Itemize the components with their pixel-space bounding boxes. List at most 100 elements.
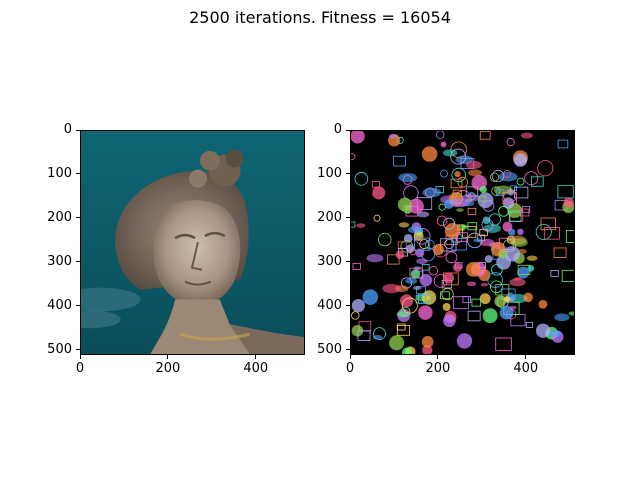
emoji-face — [351, 324, 364, 337]
xtick-label: 0 — [75, 361, 85, 376]
xtick-label: 0 — [345, 361, 355, 376]
emoji-box — [413, 237, 431, 251]
emoji-box — [452, 189, 462, 198]
emoji-face — [443, 217, 455, 230]
emoji-face — [535, 223, 552, 240]
emoji-box — [397, 323, 406, 331]
emoji-eye — [396, 311, 409, 318]
emoji-face — [502, 221, 513, 232]
emoji-face — [484, 255, 493, 263]
emoji-box — [540, 217, 557, 231]
emoji-face — [409, 248, 417, 256]
emoji-box — [357, 330, 371, 341]
emoji-eye — [498, 172, 518, 182]
emoji-face — [351, 311, 360, 320]
emoji-face — [445, 251, 458, 264]
emoji-face — [498, 249, 508, 259]
emoji-box — [553, 247, 567, 258]
emoji-face — [410, 269, 421, 279]
emoji-face — [504, 296, 511, 303]
ytick-label: 400 — [317, 297, 342, 313]
emoji-box — [557, 185, 574, 199]
emoji-face — [436, 215, 448, 227]
emoji-face — [403, 185, 419, 201]
emoji-box — [479, 131, 491, 140]
xtick-label: 200 — [425, 361, 451, 376]
emoji-eye — [526, 255, 538, 261]
emoji-face — [487, 272, 503, 288]
emoji-eye — [388, 133, 399, 139]
emoji-face — [503, 170, 512, 178]
emoji-face — [435, 131, 445, 139]
emoji-face — [395, 250, 405, 259]
xtick-label: 200 — [155, 361, 181, 376]
emoji-face — [517, 266, 530, 279]
emoji-face — [479, 186, 487, 194]
emoji-face — [409, 198, 424, 214]
emoji-box — [451, 238, 467, 251]
ytick-label: 100 — [317, 165, 342, 181]
emoji-eye — [554, 313, 570, 322]
emoji-box — [479, 229, 488, 237]
emoji-face — [362, 289, 379, 305]
emoji-face — [389, 335, 405, 351]
figure-title: 2500 iterations. Fitness = 16054 — [189, 8, 451, 27]
emoji-face — [351, 153, 356, 161]
emoji-eye — [479, 238, 495, 247]
ytick-mark — [346, 261, 350, 263]
emoji-face — [351, 298, 365, 313]
emoji-face — [432, 244, 444, 256]
emoji-face — [491, 263, 503, 276]
emoji-box — [456, 232, 468, 242]
emoji-face — [400, 294, 414, 308]
emoji-face — [563, 197, 574, 208]
emoji-eye — [398, 172, 418, 183]
emoji-box — [455, 262, 463, 269]
emoji-eye — [568, 311, 574, 316]
emoji-face — [418, 305, 433, 320]
emoji-face — [401, 347, 412, 354]
emoji-face — [450, 148, 467, 165]
ytick-label: 0 — [63, 122, 72, 137]
emoji-face — [421, 290, 437, 305]
emoji-face — [481, 218, 494, 232]
emoji-eye — [493, 185, 513, 195]
emoji-eye — [547, 330, 562, 338]
emoji-face — [444, 223, 461, 239]
emoji-collage — [351, 131, 574, 354]
emoji-face — [482, 216, 491, 225]
ytick-label: 200 — [317, 209, 342, 225]
emoji-box — [467, 222, 478, 231]
xtick-label: 400 — [513, 361, 539, 376]
emoji-eye — [356, 223, 366, 228]
emoji-eye — [413, 285, 422, 291]
emoji-box — [495, 337, 512, 351]
collage-image-panel — [350, 130, 575, 355]
emoji-box — [352, 263, 361, 270]
ytick-mark — [346, 129, 350, 131]
emoji-face — [479, 293, 491, 305]
ytick-mark — [76, 217, 80, 219]
emoji-face — [440, 141, 447, 148]
emoji-face — [456, 333, 473, 349]
emoji-box — [495, 284, 510, 296]
emoji-face — [415, 248, 425, 258]
emoji-eye — [416, 258, 428, 265]
emoji-eye — [417, 211, 430, 218]
emoji-eye — [465, 160, 482, 169]
ytick-mark — [76, 261, 80, 263]
emoji-face — [372, 186, 386, 200]
emoji-eye — [509, 305, 517, 310]
emoji-box — [471, 298, 482, 307]
emoji-face — [354, 172, 369, 186]
ytick-label: 500 — [47, 341, 72, 357]
xtick-mark — [255, 355, 257, 359]
emoji-face — [397, 197, 412, 212]
ytick-mark — [76, 173, 80, 175]
emoji-face — [428, 266, 439, 276]
emoji-face — [433, 274, 448, 288]
emoji-face — [454, 170, 461, 178]
emoji-box — [421, 264, 430, 271]
emoji-face — [482, 308, 498, 324]
emoji-box — [467, 310, 481, 322]
